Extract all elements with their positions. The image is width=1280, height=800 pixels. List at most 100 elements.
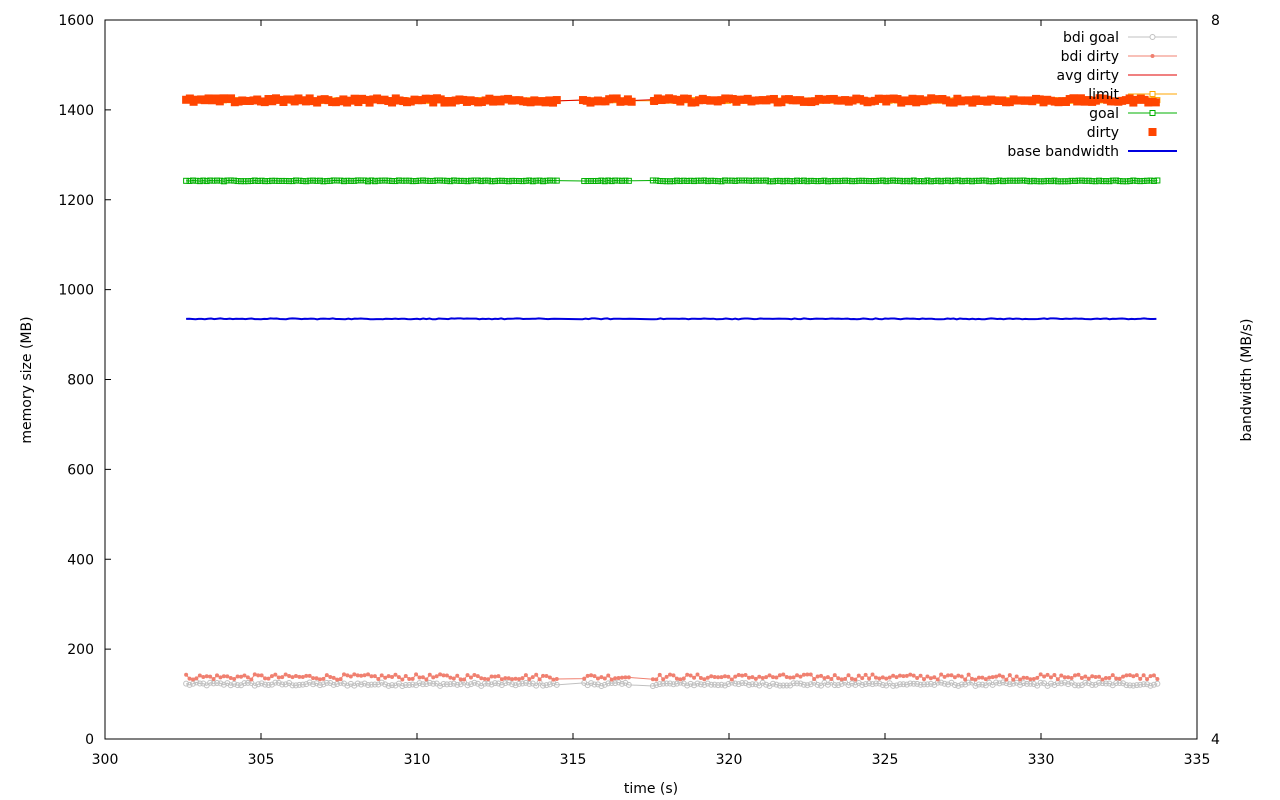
- data-point: [970, 676, 975, 681]
- data-point: [1138, 676, 1143, 681]
- data-point: [917, 681, 924, 688]
- data-point: [540, 178, 547, 185]
- data-point: [320, 681, 327, 688]
- data-point: [994, 674, 999, 679]
- x-tick-label: 335: [1184, 752, 1211, 768]
- data-point: [323, 178, 330, 185]
- data-point: [979, 177, 986, 184]
- data-point: [1154, 177, 1161, 184]
- data-point: [251, 177, 258, 184]
- data-point: [780, 178, 787, 185]
- data-point: [1000, 674, 1005, 679]
- data-point: [541, 673, 546, 678]
- y-tick-label: 0: [85, 732, 94, 748]
- data-point: [784, 675, 789, 680]
- data-point: [410, 676, 415, 681]
- data-point: [670, 178, 677, 185]
- data-point: [499, 677, 504, 682]
- data-point: [543, 177, 550, 184]
- data-point: [718, 178, 725, 185]
- data-point: [378, 679, 385, 686]
- data-point: [609, 677, 614, 682]
- data-point: [1134, 673, 1139, 678]
- data-point: [852, 178, 859, 185]
- data-point: [338, 677, 343, 682]
- data-point: [252, 672, 257, 677]
- y-tick-label: 600: [67, 462, 94, 478]
- data-point: [534, 672, 539, 677]
- data-point: [200, 680, 207, 687]
- series-line-goal: [186, 179, 1158, 182]
- data-point: [951, 177, 958, 184]
- data-point: [316, 682, 323, 689]
- data-point: [695, 672, 700, 677]
- data-point: [536, 177, 543, 184]
- data-point: [496, 674, 501, 679]
- data-point: [214, 679, 221, 686]
- data-point: [516, 177, 523, 184]
- data-point: [420, 675, 425, 680]
- data-point: [196, 680, 203, 687]
- data-point: [1125, 94, 1134, 103]
- data-point: [1133, 177, 1140, 184]
- data-point: [522, 679, 529, 686]
- y2-axis-label: bandwidth (MB/s): [1239, 319, 1255, 442]
- data-point: [358, 177, 365, 184]
- data-point: [1124, 673, 1129, 678]
- data-point: [671, 673, 676, 678]
- data-point: [1079, 675, 1084, 680]
- data-point: [845, 682, 852, 689]
- data-point: [839, 677, 844, 682]
- legend-swatch-marker: [1149, 34, 1156, 40]
- data-point: [482, 676, 487, 681]
- data-point: [1090, 674, 1095, 679]
- data-point: [430, 177, 437, 184]
- data-point: [327, 680, 334, 687]
- data-point: [190, 677, 195, 682]
- data-point: [320, 178, 327, 185]
- data-point: [653, 177, 660, 184]
- data-point: [835, 682, 842, 689]
- data-point: [207, 177, 214, 184]
- data-point: [489, 674, 494, 679]
- data-point: [993, 178, 1000, 185]
- data-point: [1013, 177, 1020, 184]
- data-point: [849, 676, 854, 681]
- data-point: [756, 177, 763, 184]
- data-point: [1102, 178, 1109, 185]
- data-point: [1035, 675, 1040, 680]
- data-point: [454, 681, 461, 688]
- data-point: [1096, 679, 1103, 686]
- data-point: [993, 679, 1000, 686]
- data-point: [201, 674, 206, 679]
- data-point: [1073, 673, 1078, 678]
- data-point: [681, 676, 686, 681]
- data-point: [266, 676, 271, 681]
- data-point: [362, 673, 367, 678]
- data-point: [588, 680, 595, 687]
- data-point: [777, 673, 782, 678]
- data-point: [965, 177, 972, 184]
- data-point: [846, 673, 851, 678]
- data-point: [794, 680, 801, 687]
- data-point: [783, 177, 790, 184]
- data-point: [523, 673, 528, 678]
- series-bdi-dirty: [184, 672, 1160, 682]
- data-point: [526, 177, 533, 184]
- data-point: [692, 675, 697, 680]
- data-point: [901, 674, 906, 679]
- data-point: [1151, 673, 1156, 678]
- x-tick-label: 330: [1028, 752, 1055, 768]
- data-point: [399, 682, 406, 689]
- data-point: [217, 177, 224, 184]
- data-point: [804, 178, 811, 185]
- data-point: [251, 682, 258, 689]
- data-point: [838, 680, 845, 687]
- data-point: [249, 677, 254, 682]
- data-point: [904, 673, 909, 678]
- data-point: [934, 177, 941, 184]
- data-point: [448, 675, 453, 680]
- data-point: [330, 681, 337, 688]
- series-line-bdi-goal: [185, 681, 1158, 687]
- data-point: [451, 676, 456, 681]
